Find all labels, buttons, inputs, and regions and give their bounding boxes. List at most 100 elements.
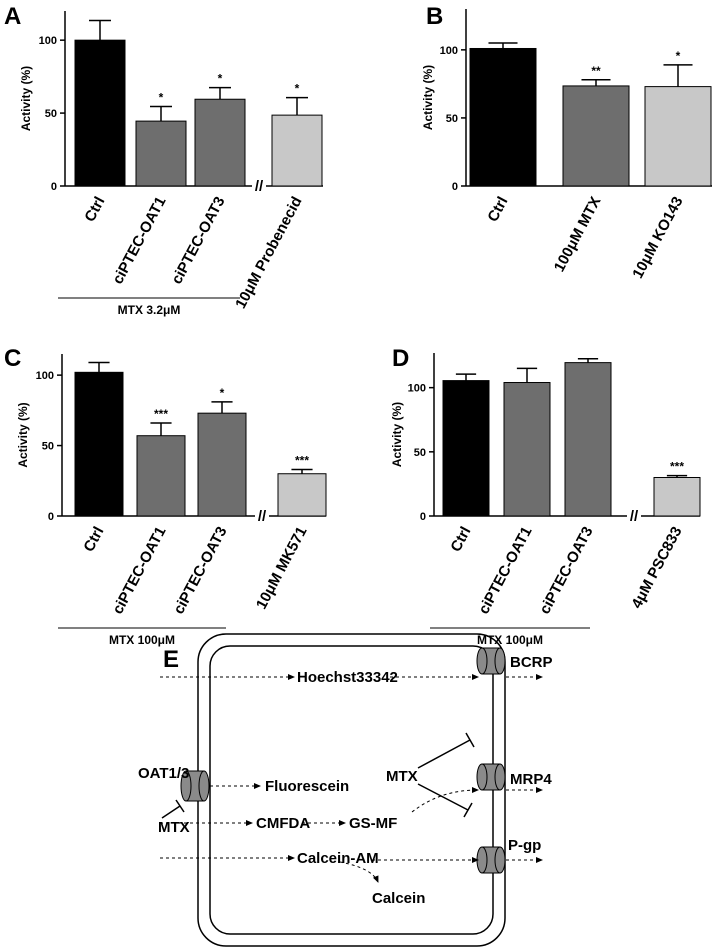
- x-tick-label: 100μM MTX: [551, 194, 605, 275]
- axis-break: //: [630, 508, 639, 525]
- panel-letter: E: [163, 646, 179, 673]
- significance: **: [591, 64, 601, 78]
- diagram: E BCRP MRP4: [138, 633, 553, 947]
- inhibitor: MTX: [386, 768, 418, 785]
- group-label: MTX 100μM: [109, 633, 175, 647]
- significance: *: [159, 91, 164, 105]
- transporter-end: [494, 647, 506, 675]
- bar: [503, 382, 551, 517]
- y-tick-label: 100: [36, 370, 54, 382]
- transporter-end: [476, 647, 488, 675]
- transporter-label: BCRP: [510, 654, 553, 671]
- x-tick-label: Ctrl: [484, 194, 511, 225]
- y-tick-label: 0: [48, 511, 54, 523]
- y-axis-label: Activity (%): [16, 402, 30, 467]
- transporter-end: [198, 770, 210, 802]
- x-tick-label: 10μM MK571: [253, 524, 311, 612]
- substrate: CMFDA: [256, 815, 310, 832]
- y-tick-label: 50: [45, 108, 57, 120]
- significance: *: [295, 82, 300, 96]
- substrate: GS-MF: [349, 815, 397, 832]
- bar: [136, 435, 186, 517]
- x-tick-label: ciPTEC-OAT1: [109, 524, 169, 617]
- panel-letter: C: [4, 345, 21, 372]
- transporter-end: [180, 770, 192, 802]
- y-tick-label: 100: [440, 45, 458, 57]
- bar: [469, 47, 537, 187]
- x-tick-label: ciPTEC-OAT3: [536, 524, 596, 617]
- panel-letter: D: [392, 345, 409, 372]
- substrate: Fluorescein: [265, 778, 349, 795]
- y-tick-label: 100: [408, 383, 426, 395]
- transporter-end: [476, 846, 488, 874]
- bar: [562, 85, 630, 187]
- group-label: MTX 3.2μM: [118, 303, 181, 317]
- bar: [74, 371, 124, 517]
- inhibition-bar: [465, 732, 475, 748]
- x-tick-label: ciPTEC-OAT3: [168, 194, 228, 287]
- x-tick-label: Ctrl: [81, 194, 108, 225]
- bar: [442, 380, 490, 517]
- bar: [271, 114, 323, 187]
- bar: [135, 120, 187, 187]
- group-label: MTX 100μM: [477, 633, 543, 647]
- arrow: [411, 787, 479, 813]
- bar: [277, 473, 327, 517]
- y-tick-label: 100: [39, 35, 57, 47]
- arrow: [339, 861, 379, 883]
- x-tick-label: 10μM KO143: [629, 194, 686, 282]
- transporters: [180, 647, 506, 874]
- bar: [653, 476, 701, 517]
- substrate: Hoechst33342: [297, 669, 398, 686]
- substrate: Calcein: [372, 890, 425, 907]
- y-tick-label: 50: [446, 113, 458, 125]
- x-tick-label: ciPTEC-OAT1: [109, 194, 169, 287]
- inhibition: [161, 805, 181, 819]
- x-tick-label: Ctrl: [447, 524, 474, 555]
- x-tick-label: ciPTEC-OAT1: [475, 524, 535, 617]
- inhibitor: MTX: [158, 819, 190, 836]
- axis-break: //: [258, 508, 267, 525]
- x-tick-label: 10μM Probenecid: [232, 194, 305, 312]
- transporter-label: MRP4: [510, 771, 552, 788]
- x-tick-label: ciPTEC-OAT3: [170, 524, 230, 617]
- transporter-end: [494, 846, 506, 874]
- x-tick-label: Ctrl: [80, 524, 107, 555]
- panel-letter: B: [426, 3, 443, 30]
- y-tick-label: 50: [414, 447, 426, 459]
- significance: *: [218, 72, 223, 86]
- y-axis-label: Activity (%): [19, 66, 33, 131]
- transporter-end: [476, 763, 488, 791]
- transporter-end: [494, 763, 506, 791]
- inhibition: [417, 739, 471, 769]
- inhibition-bar: [175, 799, 185, 813]
- inhibitions: [161, 732, 475, 819]
- inhibition-bar: [463, 802, 473, 818]
- transporter-label: OAT1/3: [138, 765, 189, 782]
- bar: [194, 98, 246, 187]
- substrate: Calcein-AM: [297, 850, 379, 867]
- bar: [644, 86, 712, 187]
- arrows: [160, 674, 543, 883]
- y-tick-label: 0: [452, 181, 458, 193]
- y-tick-label: 0: [51, 181, 57, 193]
- significance: ***: [670, 460, 684, 474]
- cell-inner: [209, 645, 494, 935]
- significance: ***: [295, 454, 309, 468]
- bar: [74, 39, 126, 187]
- significance: *: [676, 49, 681, 63]
- y-axis-label: Activity (%): [421, 65, 435, 130]
- y-tick-label: 50: [42, 441, 54, 453]
- y-axis-label: Activity (%): [390, 402, 404, 467]
- bar: [564, 362, 612, 517]
- significance: ***: [154, 407, 168, 421]
- y-tick-label: 0: [420, 511, 426, 523]
- transporter-label: P-gp: [508, 837, 541, 854]
- x-tick-label: 4μM PSC833: [628, 524, 685, 612]
- panel-letter: A: [4, 3, 21, 30]
- inhibition: [417, 783, 469, 811]
- bar: [197, 412, 247, 517]
- axis-break: //: [255, 178, 264, 195]
- significance: *: [220, 386, 225, 400]
